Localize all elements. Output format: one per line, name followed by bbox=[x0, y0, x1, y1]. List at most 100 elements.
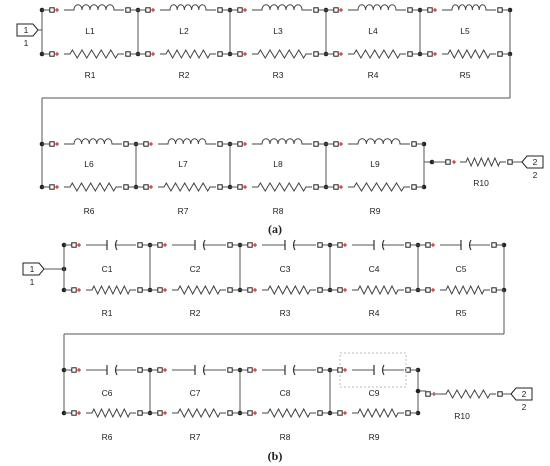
terminal-square bbox=[247, 410, 253, 416]
selection-box bbox=[339, 352, 407, 388]
resistor-symbol bbox=[252, 182, 312, 192]
inductor-label: L3 bbox=[273, 26, 283, 36]
terminal-square bbox=[157, 287, 163, 293]
terminal-square bbox=[333, 184, 339, 190]
terminal-square bbox=[425, 287, 431, 293]
resistor-symbol bbox=[252, 49, 312, 59]
resistor-label: R8 bbox=[280, 432, 291, 442]
resistor-symbol bbox=[160, 48, 216, 60]
terminal-square bbox=[227, 410, 233, 416]
terminal-square bbox=[125, 51, 131, 57]
capacitor-plate bbox=[381, 239, 385, 251]
terminal-square bbox=[71, 242, 77, 248]
terminal-square bbox=[491, 287, 497, 293]
terminal-square bbox=[333, 141, 339, 147]
inductor-label: L6 bbox=[84, 159, 94, 169]
resistor-label: R10 bbox=[454, 411, 470, 421]
resistor-label: R6 bbox=[102, 432, 113, 442]
terminal-square bbox=[407, 7, 413, 13]
terminal-square bbox=[145, 51, 151, 57]
terminal-square bbox=[237, 7, 243, 13]
terminal-square bbox=[49, 7, 55, 13]
resistor-label: R10 bbox=[473, 178, 489, 188]
terminal-square bbox=[337, 242, 343, 248]
terminal-square bbox=[237, 141, 243, 147]
terminal-square bbox=[497, 51, 503, 57]
terminal-square bbox=[217, 51, 223, 57]
resistor-label: R2 bbox=[179, 70, 190, 80]
resistor-label: R5 bbox=[460, 70, 471, 80]
terminal-square bbox=[337, 410, 343, 416]
terminal-square bbox=[137, 367, 143, 373]
terminal-square bbox=[49, 141, 55, 147]
output-port-label: 2 bbox=[533, 170, 538, 180]
resistor-label: R4 bbox=[368, 70, 379, 80]
resistor-label: R7 bbox=[190, 432, 201, 442]
inductor-symbol bbox=[64, 138, 122, 145]
capacitor-label: C6 bbox=[102, 388, 113, 398]
terminal-square bbox=[411, 141, 417, 147]
capacitor-plate bbox=[292, 364, 296, 376]
resistor-symbol bbox=[460, 156, 506, 168]
inductor-symbol bbox=[252, 4, 312, 11]
terminal-square bbox=[49, 51, 55, 57]
resistor-symbol bbox=[64, 49, 124, 59]
terminal-square bbox=[143, 184, 149, 190]
terminal-square bbox=[497, 7, 503, 13]
terminal-square bbox=[313, 141, 319, 147]
resistor-symbol bbox=[172, 284, 226, 296]
inductor-symbol bbox=[160, 4, 216, 11]
panel-caption: (b) bbox=[268, 449, 283, 463]
capacitor-plate bbox=[292, 239, 296, 251]
resistor-symbol bbox=[64, 181, 122, 193]
terminal-square bbox=[333, 7, 339, 13]
terminal-square bbox=[237, 51, 243, 57]
terminal-square bbox=[71, 367, 77, 373]
inductor-symbol bbox=[252, 138, 312, 145]
inductor-symbol bbox=[348, 4, 406, 11]
terminal-square bbox=[313, 184, 319, 190]
resistor-label: R2 bbox=[190, 308, 201, 318]
resistor-symbol bbox=[352, 284, 404, 296]
terminal-square bbox=[227, 287, 233, 293]
terminal-square bbox=[405, 242, 411, 248]
capacitor-plate bbox=[202, 239, 206, 251]
terminal-square bbox=[157, 242, 163, 248]
terminal-square bbox=[507, 159, 513, 165]
terminal-square bbox=[247, 367, 253, 373]
capacitor-label: C9 bbox=[369, 388, 380, 398]
resistor-label: R1 bbox=[85, 70, 96, 80]
capacitor-label: C5 bbox=[456, 264, 467, 274]
terminal-square bbox=[411, 184, 417, 190]
terminal-square bbox=[407, 51, 413, 57]
terminal-square bbox=[227, 367, 233, 373]
input-port-label: 1 bbox=[30, 277, 35, 287]
terminal-square bbox=[137, 242, 143, 248]
resistor-label: R9 bbox=[369, 432, 380, 442]
output-port-number: 2 bbox=[533, 157, 538, 167]
resistor-label: R4 bbox=[369, 308, 380, 318]
terminal-square bbox=[123, 184, 129, 190]
terminal-square bbox=[217, 184, 223, 190]
output-port bbox=[510, 387, 533, 401]
capacitor-plate bbox=[468, 239, 472, 251]
terminal-square bbox=[317, 410, 323, 416]
inductor-label: L7 bbox=[178, 159, 188, 169]
terminal-square bbox=[317, 242, 323, 248]
terminal-square bbox=[217, 7, 223, 13]
terminal-square bbox=[317, 367, 323, 373]
resistor-symbol bbox=[442, 48, 496, 60]
terminal-square bbox=[137, 410, 143, 416]
terminal-square bbox=[143, 141, 149, 147]
output-port-label: 2 bbox=[522, 402, 527, 412]
terminal-square bbox=[333, 51, 339, 57]
resistor-label: R8 bbox=[273, 206, 284, 216]
output-port-number: 2 bbox=[522, 389, 527, 399]
terminal-square bbox=[427, 7, 433, 13]
terminal-square bbox=[137, 287, 143, 293]
terminal-square bbox=[337, 287, 343, 293]
input-port bbox=[22, 262, 45, 276]
terminal-square bbox=[427, 51, 433, 57]
terminal-square bbox=[405, 367, 411, 373]
